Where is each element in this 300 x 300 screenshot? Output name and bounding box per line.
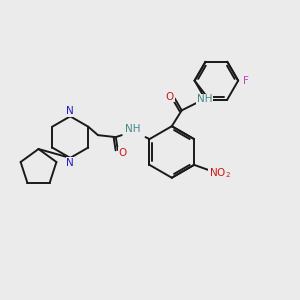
Text: N: N [66, 106, 74, 116]
Text: O: O [166, 92, 174, 101]
Text: NH: NH [197, 94, 212, 104]
Text: NH: NH [125, 124, 140, 134]
Text: O: O [118, 148, 127, 158]
Text: F: F [243, 76, 249, 85]
Text: NO$_2$: NO$_2$ [209, 166, 231, 180]
Text: N: N [66, 158, 74, 168]
